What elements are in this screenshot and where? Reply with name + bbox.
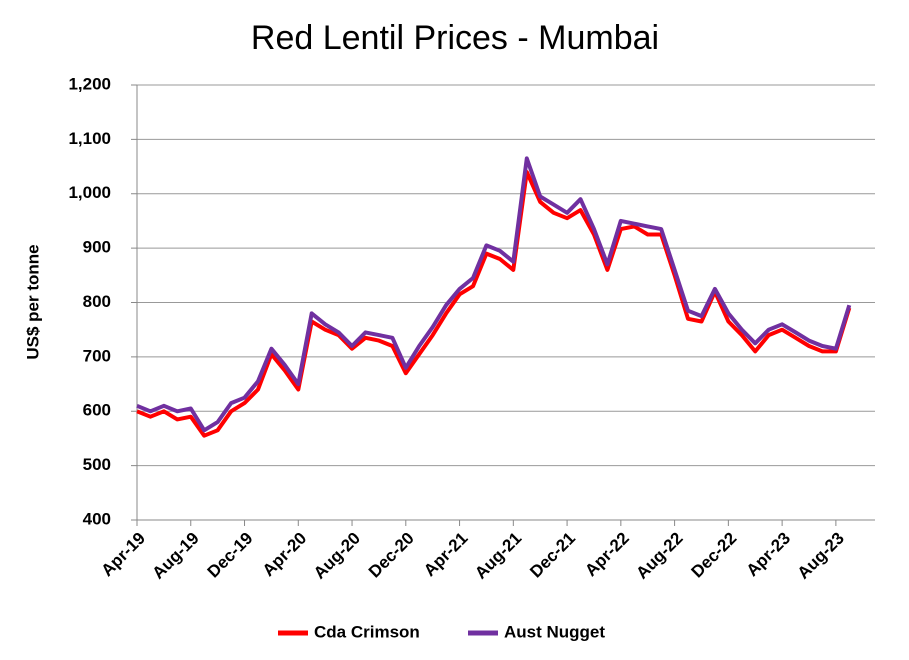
x-tick-label: Dec-19 bbox=[204, 529, 257, 582]
y-tick-label: 700 bbox=[83, 346, 111, 365]
x-tick-label: Aug-21 bbox=[471, 529, 525, 583]
x-tick-label: Apr-23 bbox=[743, 529, 795, 581]
y-axis-label: US$ per tonne bbox=[23, 244, 42, 359]
x-tick-label: Apr-19 bbox=[97, 529, 149, 581]
series-line bbox=[136, 170, 852, 438]
y-tick-label: 800 bbox=[83, 292, 111, 311]
y-tick-label: 1,000 bbox=[68, 183, 111, 202]
y-tick-label: 1,100 bbox=[68, 129, 111, 148]
chart-title: Red Lentil Prices - Mumbai bbox=[251, 19, 659, 57]
y-tick-label: 900 bbox=[83, 238, 111, 257]
x-tick-label: Dec-21 bbox=[526, 529, 579, 582]
series-line bbox=[136, 156, 852, 433]
x-tick-label: Apr-20 bbox=[259, 529, 311, 581]
legend-label: Aust Nugget bbox=[504, 622, 605, 641]
y-tick-label: 400 bbox=[83, 509, 111, 528]
x-tick-label: Aug-23 bbox=[794, 529, 848, 583]
x-tick-label: Aug-22 bbox=[632, 529, 686, 583]
x-tick-label: Aug-20 bbox=[310, 529, 364, 583]
x-tick-label: Aug-19 bbox=[149, 529, 203, 583]
x-tick-label: Apr-22 bbox=[581, 529, 633, 581]
legend-label: Cda Crimson bbox=[314, 622, 420, 641]
y-tick-label: 600 bbox=[83, 401, 111, 420]
y-tick-label: 1,200 bbox=[68, 74, 111, 93]
x-tick-label: Dec-20 bbox=[365, 529, 418, 582]
y-tick-label: 500 bbox=[83, 455, 111, 474]
x-tick-label: Apr-21 bbox=[420, 529, 472, 581]
x-tick-label: Dec-22 bbox=[687, 529, 740, 582]
